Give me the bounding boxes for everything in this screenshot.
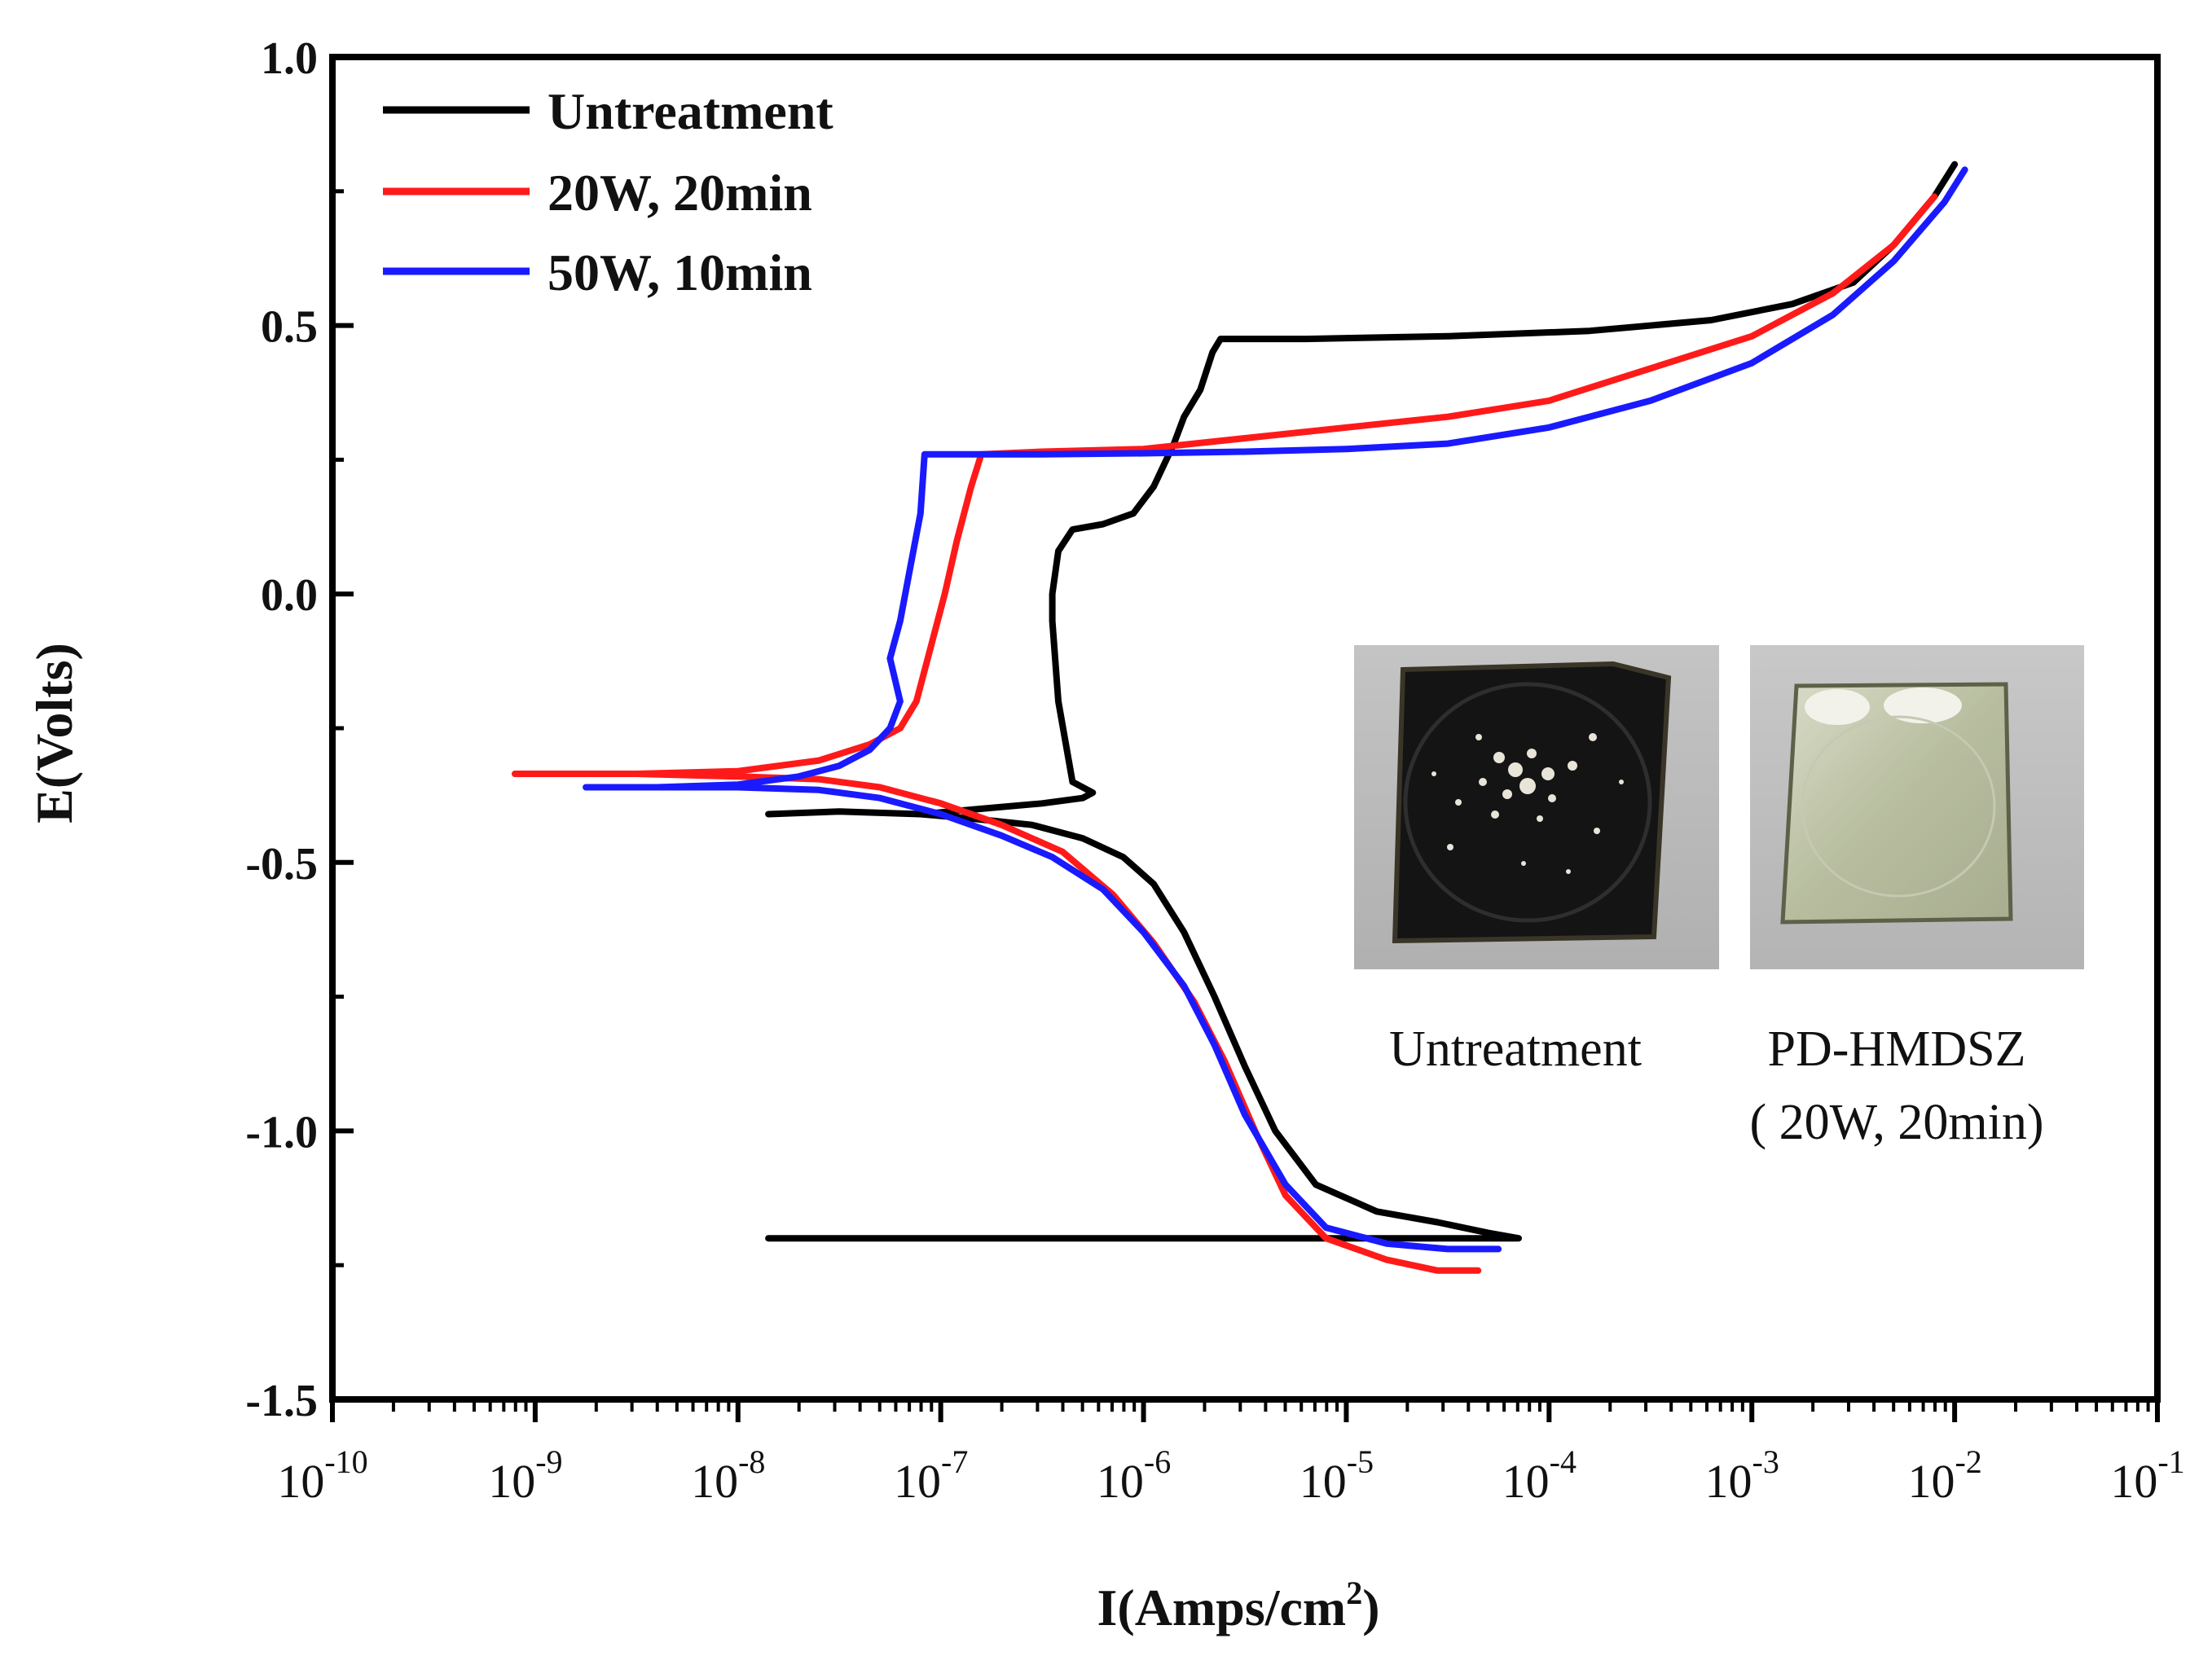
series-50w-10min-line <box>583 166 1968 1253</box>
photo-pd-hmdsz <box>1750 645 2084 969</box>
photo-untreatment <box>1354 645 1719 969</box>
x-tick-label: 10-7 <box>894 1443 968 1508</box>
y-tick-label: -1.5 <box>245 1376 318 1426</box>
legend-label-50w: 50W, 10min <box>548 244 812 301</box>
x-tick-label: 10-5 <box>1299 1443 1374 1508</box>
caption-pd-hmdsz: PD-HMDSZ <box>1768 1021 2026 1077</box>
y-axis-title: E(Volts) <box>25 643 83 824</box>
y-tick-label: 0.0 <box>261 570 318 621</box>
y-tick-label: -1.0 <box>245 1107 318 1157</box>
x-tick-label: 10-6 <box>1097 1443 1171 1508</box>
x-tick-label: 10-9 <box>488 1443 562 1508</box>
x-axis-title: I(Amps/cm2) <box>1097 1575 1379 1636</box>
x-tick-label: 10-10 <box>277 1443 367 1508</box>
inset-photos: Untreatment PD-HMDSZ ( 20W, 20min) <box>1354 645 2084 1150</box>
series-untreatment-line <box>765 160 1959 1242</box>
x-tick-label: 10-8 <box>691 1443 765 1508</box>
y-axis-ticks: 1.0 0.5 0.0 -0.5 -1.0 -1.5 <box>245 33 354 1426</box>
legend-label-untreatment: Untreatment <box>548 82 833 140</box>
caption-untreatment: Untreatment <box>1389 1021 1642 1077</box>
series-20w-20min-line <box>512 193 1938 1274</box>
x-tick-label: 10-2 <box>1907 1443 1981 1508</box>
y-tick-label: 1.0 <box>261 33 318 84</box>
series-layer <box>512 160 1968 1274</box>
y-tick-label: -0.5 <box>245 839 318 889</box>
caption-pd-hmdsz-condition: ( 20W, 20min) <box>1749 1095 2043 1150</box>
x-tick-label: 10-4 <box>1502 1443 1577 1508</box>
legend-label-20w: 20W, 20min <box>548 164 812 222</box>
y-tick-label: 0.5 <box>261 302 318 353</box>
x-axis-ticks: 10-10 10-9 10-8 10-7 10-6 10-5 10-4 10-3 10-2 10-… <box>277 1399 2185 1508</box>
x-tick-label: 10-1 <box>2110 1443 2184 1508</box>
legend: Untreatment 20W, 20min 50W, 10min <box>383 82 833 301</box>
x-tick-label: 10-3 <box>1705 1443 1779 1508</box>
